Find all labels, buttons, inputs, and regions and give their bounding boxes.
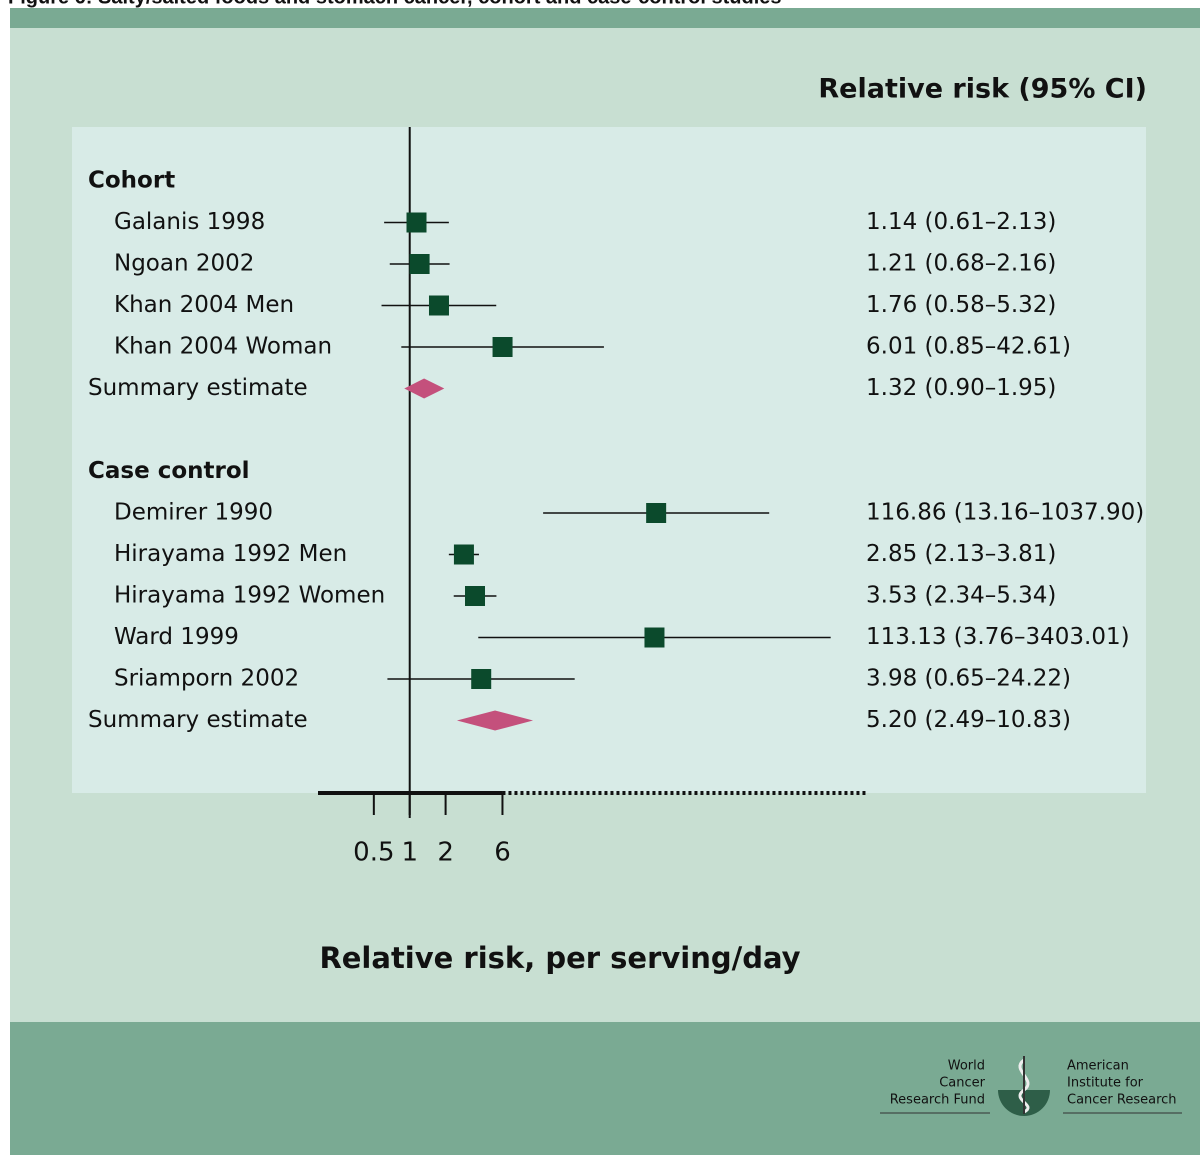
x-axis-title: Relative risk, per serving/day <box>319 941 800 975</box>
point-estimate <box>644 627 665 648</box>
point-estimate <box>428 295 449 316</box>
value-label: 1.32 (0.90–1.95) <box>866 375 1056 401</box>
bottom-band <box>10 1022 1200 1155</box>
logo-text: American <box>1067 1059 1129 1074</box>
x-tick-label: 0.5 <box>353 838 394 868</box>
study-label: Khan 2004 Men <box>114 292 294 318</box>
point-estimate <box>646 503 667 523</box>
logo-text: Institute for <box>1067 1076 1144 1091</box>
study-label: Galanis 1998 <box>114 209 265 235</box>
value-label: 1.21 (0.68–2.16) <box>866 251 1056 277</box>
point-estimate <box>406 212 427 233</box>
logo-text: Cancer Research <box>1067 1093 1177 1108</box>
x-tick-label: 2 <box>437 838 454 868</box>
group-label: Cohort <box>88 168 175 194</box>
group-label: Case control <box>88 458 250 484</box>
logo-text: Cancer <box>939 1076 985 1091</box>
value-label: 5.20 (2.49–10.83) <box>866 707 1071 733</box>
value-label: 1.76 (0.58–5.32) <box>866 292 1056 318</box>
value-label: 1.14 (0.61–2.13) <box>866 209 1056 235</box>
study-label: Khan 2004 Woman <box>114 334 332 360</box>
value-label: 116.86 (13.16–1037.90) <box>866 500 1144 526</box>
summary-diamond <box>456 710 534 731</box>
study-label: Hirayama 1992 Women <box>114 583 385 609</box>
point-estimate <box>453 544 474 565</box>
point-estimate <box>409 254 430 274</box>
logo-text: Research Fund <box>890 1093 985 1108</box>
logo-text: World <box>948 1059 985 1074</box>
x-tick-label: 6 <box>494 838 511 868</box>
point-estimate <box>465 586 486 606</box>
summary-label: Summary estimate <box>88 707 308 733</box>
logo: World Cancer Research Fund American Inst… <box>880 1056 1182 1116</box>
value-label: 113.13 (3.76–3403.01) <box>866 624 1130 650</box>
figure-title: Figure 6: Salty/salted foods and stomach… <box>8 0 782 8</box>
column-header: Relative risk (95% CI) <box>818 74 1147 105</box>
study-label: Sriamporn 2002 <box>114 666 299 692</box>
value-label: 6.01 (0.85–42.61) <box>866 334 1071 360</box>
value-label: 3.53 (2.34–5.34) <box>866 583 1056 609</box>
study-label: Ngoan 2002 <box>114 251 254 277</box>
plot-panel <box>72 127 1146 793</box>
point-estimate <box>492 337 513 357</box>
summary-diamond <box>404 378 445 399</box>
x-tick-label: 1 <box>401 838 418 868</box>
study-label: Demirer 1990 <box>114 500 273 526</box>
point-estimate <box>471 669 492 689</box>
study-label: Hirayama 1992 Men <box>114 541 347 567</box>
value-label: 2.85 (2.13–3.81) <box>866 541 1056 567</box>
summary-label: Summary estimate <box>88 375 308 401</box>
value-label: 3.98 (0.65–24.22) <box>866 666 1071 692</box>
top-band <box>10 8 1200 28</box>
study-label: Ward 1999 <box>114 624 239 650</box>
